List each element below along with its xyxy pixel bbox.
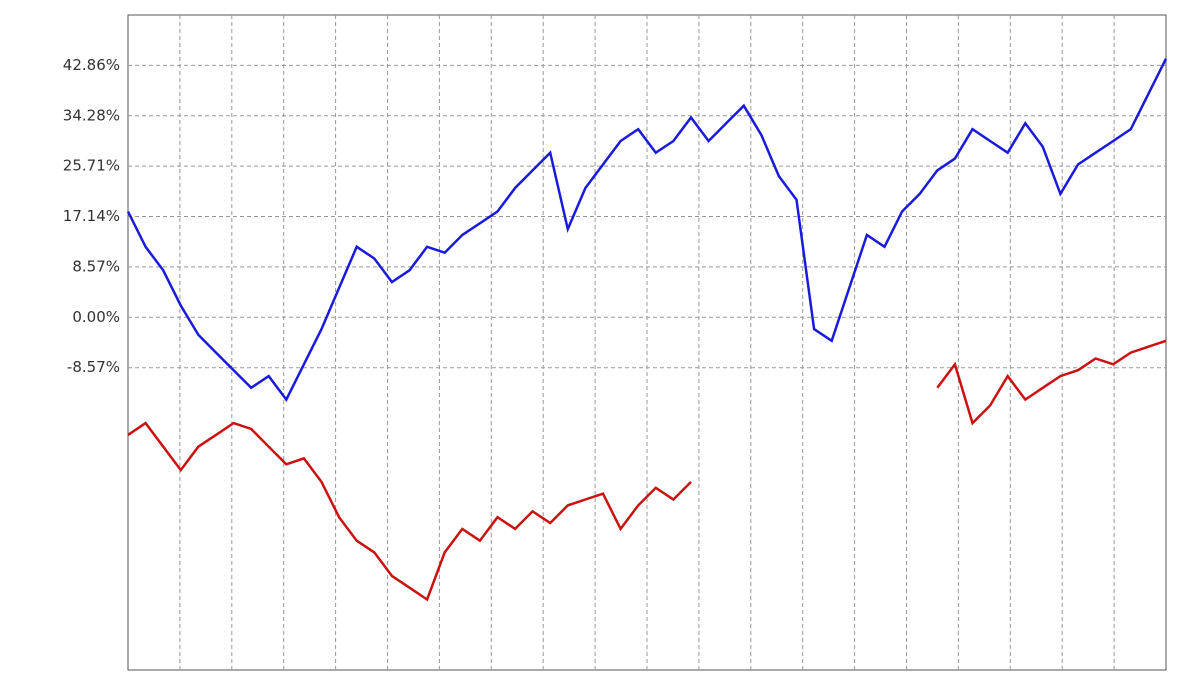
y-tick-label: 17.14%	[63, 207, 120, 225]
y-tick-label: 25.71%	[63, 157, 120, 175]
y-tick-label: 34.28%	[63, 106, 120, 124]
y-tick-label: -8.57%	[67, 358, 120, 376]
y-tick-label: 8.57%	[72, 257, 120, 275]
y-tick-label: 0.00%	[72, 308, 120, 326]
y-tick-label: 42.86%	[63, 56, 120, 74]
chart: 42.86% 34.28% 25.71% 17.14% 8.57% 0.00% -8.57%	[0, 0, 1178, 677]
